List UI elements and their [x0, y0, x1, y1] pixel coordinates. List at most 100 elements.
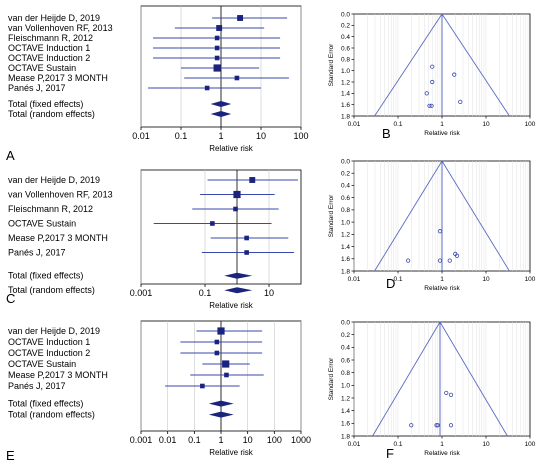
- y-tick-label: 1.0: [341, 219, 350, 226]
- forest-plot-e: 0.001 0.01 0.1 1 10 100 1000 Relative risk van d…: [6, 320, 311, 463]
- x-tick-label: 1: [440, 441, 444, 448]
- x-tick-label: 1000: [291, 435, 311, 445]
- panel-letter-a: A: [6, 148, 15, 163]
- pooled-diamond: [210, 101, 232, 107]
- study-label: Panés J, 2017: [8, 381, 66, 391]
- x-tick-label: 0.1: [175, 131, 188, 141]
- x-tick-label: 0.01: [348, 276, 361, 283]
- study-label: OCTAVE Induction 2: [8, 53, 90, 63]
- funnel-left-bound: [372, 321, 441, 437]
- y-tick-label: 0.6: [341, 45, 350, 52]
- y-tick-label: 1.4: [341, 244, 350, 251]
- x-tick-label: 10: [243, 435, 253, 445]
- y-tick-label: 1.8: [341, 113, 350, 120]
- plot-frame: [140, 169, 302, 285]
- x-tick-label: 10: [482, 276, 490, 283]
- study-label: OCTAVE Induction 1: [8, 337, 90, 347]
- effect-marker: [214, 45, 220, 51]
- panel-letter-d: D: [386, 276, 395, 291]
- x-tick-label: 100: [525, 276, 536, 283]
- x-tick-label: 0.1: [393, 121, 402, 128]
- y-tick-label: 1.2: [341, 395, 350, 402]
- y-tick-label: 1.8: [341, 268, 350, 275]
- effect-marker: [222, 360, 230, 368]
- study-label: Mease P,2017 3 MONTH: [8, 233, 108, 243]
- study-label: OCTAVE Sustain: [8, 219, 76, 229]
- panel-letter-f: F: [386, 446, 394, 461]
- x-tick-label: 10: [264, 288, 274, 298]
- study-point: [434, 423, 439, 428]
- effect-marker: [204, 85, 210, 91]
- effect-marker: [200, 383, 205, 389]
- x-tick-label: 10: [482, 441, 490, 448]
- x-axis-title: Relative risk: [424, 130, 460, 137]
- effect-marker: [213, 64, 221, 72]
- study-point: [430, 64, 435, 69]
- study-point: [437, 258, 443, 263]
- study-point: [454, 253, 460, 258]
- study-label: OCTAVE Sustain: [8, 63, 76, 73]
- y-tick-label: 1.4: [341, 408, 350, 415]
- x-axis-title: Relative risk: [424, 285, 460, 292]
- y-tick-label: 0.2: [341, 23, 350, 30]
- effect-marker: [210, 221, 215, 226]
- study-point: [435, 423, 440, 428]
- y-axis-title: Standard Error: [328, 43, 335, 86]
- x-tick-label: 1: [440, 121, 444, 128]
- study-point: [448, 392, 454, 397]
- effect-marker: [214, 35, 220, 41]
- study-label: Panés J, 2017: [8, 83, 66, 93]
- x-tick-label: 0.1: [393, 441, 402, 448]
- x-axis-title: Relative risk: [209, 301, 254, 310]
- y-tick-label: 1.4: [341, 91, 350, 98]
- x-tick-label: 0.1: [393, 276, 402, 283]
- funnel-right-bound: [439, 321, 508, 437]
- pooled-diamond: [210, 111, 232, 117]
- effect-marker: [214, 339, 220, 345]
- x-tick-label: 100: [293, 131, 308, 141]
- effect-marker: [234, 75, 240, 81]
- pooled-diamond: [208, 411, 234, 418]
- pooled-diamond: [208, 400, 234, 407]
- x-tick-label: 10: [256, 131, 266, 141]
- x-tick-label: 10: [482, 121, 490, 128]
- y-tick-label: 1.8: [341, 433, 350, 440]
- y-tick-label: 1.2: [341, 79, 350, 86]
- effect-marker: [233, 190, 241, 199]
- pooled-diamond: [224, 287, 253, 294]
- x-tick-label: 0.001: [130, 288, 153, 298]
- x-tick-label: 0.001: [130, 435, 153, 445]
- study-point: [437, 229, 443, 234]
- study-label: OCTAVE Induction 2: [8, 348, 90, 358]
- x-tick-label: 1: [440, 276, 444, 283]
- study-label: Mease P,2017 3 MONTH: [8, 370, 108, 380]
- x-tick-label: 100: [525, 121, 536, 128]
- effect-marker: [244, 235, 249, 241]
- study-point: [427, 103, 432, 108]
- y-tick-label: 0.2: [341, 171, 350, 178]
- effect-marker: [216, 25, 223, 31]
- panel-letter-b: B: [382, 126, 391, 141]
- pooled-label: Total (random effects): [8, 410, 95, 420]
- effect-marker: [214, 350, 220, 356]
- y-tick-label: 0.6: [341, 195, 350, 202]
- y-tick-label: 0.4: [341, 34, 350, 41]
- study-label: van der Heijde D, 2019: [8, 13, 100, 23]
- y-tick-label: 1.2: [341, 232, 350, 239]
- y-tick-label: 0.0: [341, 319, 350, 326]
- pooled-label: Total (fixed effects): [8, 271, 83, 281]
- y-tick-label: 0.8: [341, 370, 350, 377]
- study-label: Fleischmann R, 2012: [8, 33, 93, 43]
- funnel-plot-d: 0.01 0.1 1 10 100 0.0 0.2 0.4 0.6 0.8 1.0 1.2 1.4 1.6…: [328, 158, 536, 292]
- y-tick-label: 1.0: [341, 68, 350, 75]
- study-point: [406, 258, 411, 263]
- study-label: OCTAVE Induction 1: [8, 43, 90, 53]
- y-tick-label: 0.6: [341, 357, 350, 364]
- y-tick-label: 1.6: [341, 421, 350, 428]
- y-tick-label: 0.0: [341, 158, 350, 165]
- study-label: Fleischmann R, 2012: [8, 204, 93, 214]
- study-label: van Vollenhoven RF, 2013: [8, 23, 113, 33]
- study-point: [429, 103, 434, 108]
- study-point: [444, 390, 449, 396]
